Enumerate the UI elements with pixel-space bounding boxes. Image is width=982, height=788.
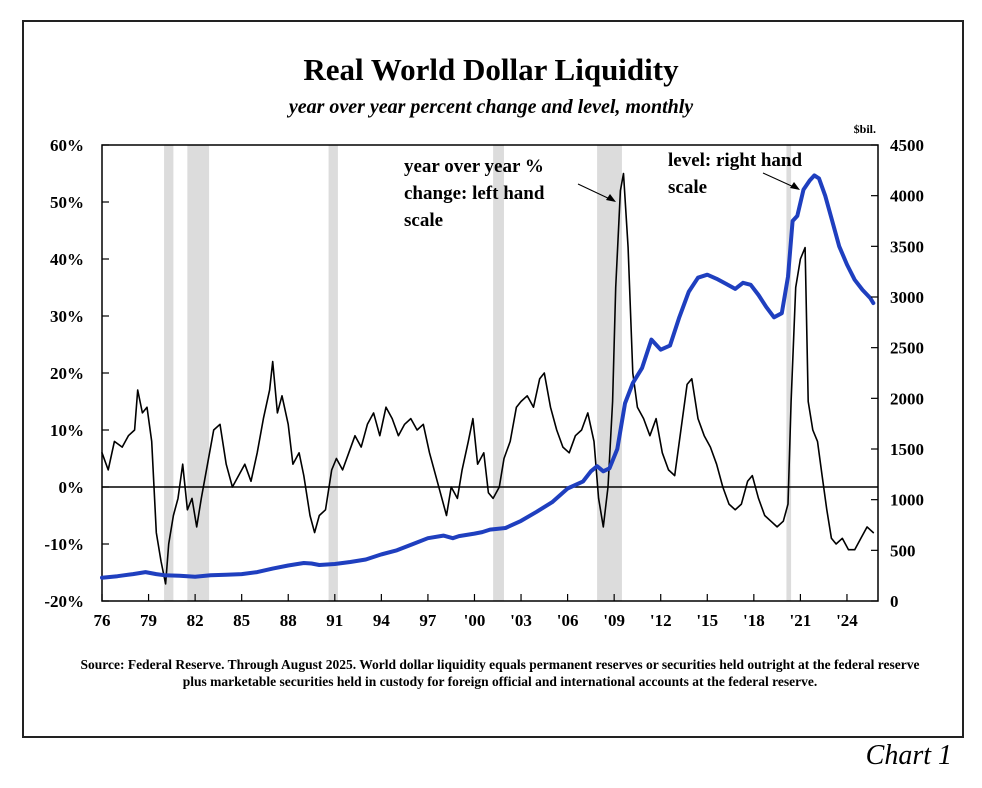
recession-band-5	[786, 145, 792, 601]
yoy-series-line	[101, 172, 875, 585]
yoy-annotation-line-3: scale	[404, 210, 443, 231]
left-tick-label: 60%	[50, 136, 84, 155]
x-tick-label: 94	[373, 611, 391, 630]
right-tick-label: 3500	[890, 237, 924, 256]
right-tick-label: 500	[890, 541, 916, 560]
chart-source-note: Source: Federal Reserve. Through August …	[80, 657, 920, 689]
left-tick-label: 10%	[50, 421, 84, 440]
chart-subtitle: year over year percent change and level,…	[288, 96, 694, 118]
chart-frame	[22, 20, 964, 738]
left-tick-label: 30%	[50, 307, 84, 326]
right-tick-label: 4000	[890, 187, 924, 206]
recession-band-2	[328, 145, 338, 601]
x-tick-label: '09	[603, 611, 625, 630]
level-annotation-line-2: scale	[668, 177, 707, 198]
level-annotation-line-1: level: right hand	[668, 150, 802, 171]
x-tick-label: 82	[187, 611, 204, 630]
level-annotation-arrow	[762, 172, 800, 190]
x-tick-label: '03	[510, 611, 532, 630]
x-tick-label: '00	[464, 611, 486, 630]
right-tick-label: 3000	[890, 288, 924, 307]
right-tick-label: 4500	[890, 136, 924, 155]
recession-band-3	[493, 145, 504, 601]
recession-band-1	[187, 145, 210, 601]
left-tick-label: 20%	[50, 364, 84, 383]
x-tick-label: '12	[650, 611, 672, 630]
right-tick-label: 0	[890, 592, 899, 611]
x-tick-label: 88	[280, 611, 297, 630]
chart-number-caption: Chart 1	[865, 740, 952, 771]
x-tick-label: 97	[419, 611, 437, 630]
x-tick-label: '24	[836, 611, 858, 630]
x-tick-label: '06	[557, 611, 579, 630]
recession-band-4	[597, 145, 622, 601]
x-tick-label: '15	[696, 611, 718, 630]
x-tick-label: '21	[790, 611, 812, 630]
level-series-line	[100, 173, 876, 580]
right-tick-label: 2500	[890, 339, 924, 358]
x-tick-label: 79	[140, 611, 157, 630]
recession-band-0	[164, 145, 174, 601]
x-tick-label: 91	[326, 611, 343, 630]
right-axis-unit: $bil.	[854, 122, 876, 136]
right-tick-label: 1500	[890, 440, 924, 459]
left-tick-label: -10%	[44, 535, 84, 554]
x-tick-label: '18	[743, 611, 765, 630]
left-tick-label: 40%	[50, 250, 84, 269]
yoy-annotation-line-2: change: left hand	[404, 183, 545, 204]
yoy-annotation-line-1: year over year %	[404, 156, 544, 177]
chart-title: Real World Dollar Liquidity	[303, 52, 679, 87]
left-tick-label: -20%	[44, 592, 84, 611]
right-tick-label: 1000	[890, 491, 924, 510]
x-tick-label: 76	[94, 611, 111, 630]
x-tick-label: 85	[233, 611, 250, 630]
yoy-annotation-arrow	[577, 183, 616, 202]
left-tick-label: 50%	[50, 193, 84, 212]
right-tick-label: 2000	[890, 389, 924, 408]
left-tick-label: 0%	[59, 478, 85, 497]
plot-border	[101, 144, 879, 602]
